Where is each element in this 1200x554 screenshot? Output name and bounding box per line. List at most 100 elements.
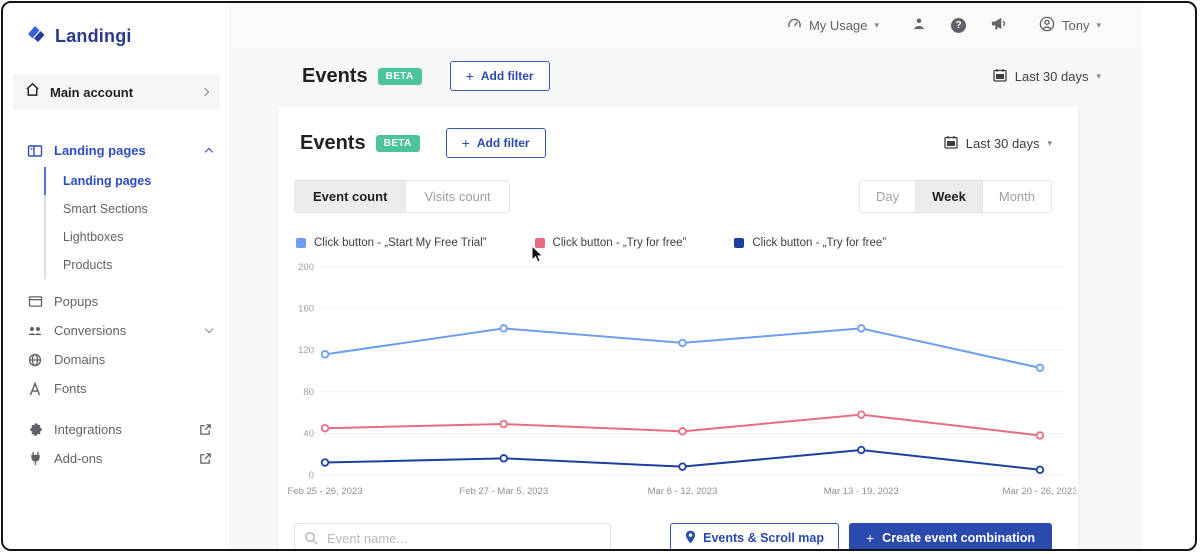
granularity-tabs: Day Week Month bbox=[859, 180, 1052, 213]
svg-text:Feb 27 - Mar 5, 2023: Feb 27 - Mar 5, 2023 bbox=[459, 486, 548, 497]
tab-day[interactable]: Day bbox=[860, 181, 916, 212]
legend-label: Click button - „Try for free” bbox=[552, 237, 687, 249]
legend-swatch bbox=[734, 238, 745, 248]
caret-down-icon: ▾ bbox=[874, 20, 879, 30]
legend-label: Click button - „Try for free” bbox=[752, 237, 887, 249]
svg-text:0: 0 bbox=[309, 470, 314, 481]
card-title: Events bbox=[300, 131, 366, 154]
external-link-icon bbox=[199, 452, 212, 465]
search-icon bbox=[304, 531, 318, 549]
mouse-cursor bbox=[531, 244, 544, 269]
svg-text:120: 120 bbox=[298, 345, 314, 356]
events-line-chart: 0 40 80 120 160 200 Feb 25 - 26, 2023 Feb 27 - … bbox=[288, 262, 1078, 497]
svg-text:Mar 13 - 19, 2023: Mar 13 - 19, 2023 bbox=[824, 486, 899, 497]
plus-icon: + bbox=[465, 68, 474, 84]
user-menu[interactable]: Tony ▾ bbox=[1039, 16, 1101, 35]
caret-down-icon: ▾ bbox=[1096, 20, 1101, 30]
svg-text:200: 200 bbox=[298, 262, 314, 273]
sidebar-item-integrations[interactable]: Integrations bbox=[3, 415, 230, 444]
legend-item: Click button - „Start My Free Trial” bbox=[296, 237, 487, 249]
date-range-dropdown[interactable]: Last 30 days ▾ bbox=[944, 135, 1052, 152]
legend-item: Click button - „Try for free” bbox=[534, 237, 687, 249]
nav-label: Conversions bbox=[54, 323, 127, 338]
svg-text:80: 80 bbox=[303, 387, 314, 398]
svg-text:160: 160 bbox=[298, 304, 314, 315]
sidebar-item-conversions[interactable]: Conversions bbox=[3, 316, 230, 345]
events-card: Events BETA + Add filter bbox=[278, 106, 1078, 549]
user-avatar-icon bbox=[1039, 16, 1055, 35]
svg-text:Mar 20 - 26, 2023: Mar 20 - 26, 2023 bbox=[1003, 486, 1077, 497]
tabs-row: Event count Visits count Day Week Month bbox=[294, 180, 1052, 213]
main-area: My Usage ▾ ? bbox=[232, 3, 1143, 549]
add-filter-button[interactable]: + Add filter bbox=[445, 128, 546, 158]
sidebar-item-smart-sections[interactable]: Smart Sections bbox=[44, 195, 230, 223]
chart-legend: Click button - „Start My Free Trial” Cli… bbox=[296, 237, 1078, 249]
sidebar-item-lightboxes[interactable]: Lightboxes bbox=[44, 223, 230, 251]
date-range-dropdown[interactable]: Last 30 days ▾ bbox=[993, 68, 1101, 85]
chart-area: 0 40 80 120 160 200 Feb 25 - 26, 2023 Feb 27 - … bbox=[286, 253, 1078, 501]
referrals-icon[interactable] bbox=[911, 16, 927, 36]
conversions-icon bbox=[27, 325, 43, 337]
plug-icon bbox=[27, 451, 43, 466]
events-scroll-map-button[interactable]: Events & Scroll map bbox=[670, 523, 839, 549]
chevron-down-icon bbox=[204, 324, 214, 334]
nav-label: Integrations bbox=[54, 422, 122, 437]
chevron-right-icon bbox=[200, 87, 210, 97]
user-name: Tony bbox=[1062, 18, 1090, 33]
announcements-icon[interactable] bbox=[990, 16, 1007, 36]
gauge-icon bbox=[787, 17, 802, 35]
tab-month[interactable]: Month bbox=[981, 181, 1051, 212]
my-usage-dropdown[interactable]: My Usage ▾ bbox=[787, 17, 879, 35]
event-search bbox=[294, 523, 611, 549]
sidebar-item-landing-pages[interactable]: Landing pages bbox=[44, 167, 230, 195]
calendar-icon bbox=[993, 68, 1007, 85]
svg-text:Feb 25 - 26, 2023: Feb 25 - 26, 2023 bbox=[288, 486, 363, 497]
beta-badge: BETA bbox=[375, 134, 420, 152]
card-footer: Events & Scroll map + Create event combi… bbox=[294, 523, 1052, 549]
page-title: Events bbox=[302, 64, 368, 87]
beta-badge: BETA bbox=[377, 67, 422, 85]
svg-text:40: 40 bbox=[303, 428, 314, 439]
caret-down-icon: ▾ bbox=[1096, 70, 1101, 81]
date-range-label: Last 30 days bbox=[1014, 68, 1089, 84]
nav-label: Fonts bbox=[54, 381, 87, 396]
sidebar: Landingi Main account bbox=[3, 3, 231, 549]
sidebar-item-products[interactable]: Products bbox=[44, 251, 230, 279]
nav-label: Landing pages bbox=[54, 143, 146, 158]
sidebar-item-popups[interactable]: Popups bbox=[3, 287, 230, 316]
sidebar-item-fonts[interactable]: Fonts bbox=[3, 374, 230, 403]
page-header: Events BETA + Add filter La bbox=[302, 61, 1101, 91]
calendar-icon bbox=[944, 135, 958, 152]
nav-label: Popups bbox=[54, 294, 99, 309]
logo-text: Landingi bbox=[55, 26, 132, 46]
event-name-input[interactable] bbox=[294, 523, 611, 549]
legend-item: Click button - „Try for free” bbox=[734, 237, 886, 249]
nav-label: Add-ons bbox=[54, 451, 103, 466]
count-type-tabs: Event count Visits count bbox=[294, 180, 510, 213]
domains-icon bbox=[27, 353, 43, 367]
landing-pages-icon bbox=[27, 144, 43, 158]
plus-icon: + bbox=[461, 135, 470, 151]
sidebar-item-main-account[interactable]: Main account bbox=[13, 74, 220, 110]
tab-event-count[interactable]: Event count bbox=[295, 181, 406, 212]
help-icon[interactable]: ? bbox=[951, 18, 966, 33]
landingi-logo[interactable]: Landingi bbox=[3, 3, 230, 50]
tab-visits-count[interactable]: Visits count bbox=[405, 181, 509, 212]
puzzle-icon bbox=[27, 422, 43, 437]
add-filter-label: Add filter bbox=[480, 69, 534, 83]
landingi-logo-icon bbox=[25, 23, 47, 50]
topbar: My Usage ▾ ? bbox=[232, 3, 1143, 48]
add-filter-button[interactable]: + Add filter bbox=[449, 61, 550, 91]
nav-label: Domains bbox=[54, 352, 106, 367]
sidebar-item-landing-pages-group[interactable]: Landing pages bbox=[3, 136, 230, 165]
tab-week[interactable]: Week bbox=[915, 181, 982, 212]
fonts-icon bbox=[27, 381, 43, 396]
sidebar-item-add-ons[interactable]: Add-ons bbox=[3, 444, 230, 473]
main-account-label: Main account bbox=[50, 84, 134, 100]
legend-swatch bbox=[534, 238, 545, 248]
date-range-label: Last 30 days bbox=[965, 135, 1040, 151]
sidebar-item-domains[interactable]: Domains bbox=[3, 345, 230, 374]
create-event-combination-button[interactable]: + Create event combination bbox=[848, 523, 1052, 549]
legend-label: Click button - „Start My Free Trial” bbox=[314, 237, 487, 249]
